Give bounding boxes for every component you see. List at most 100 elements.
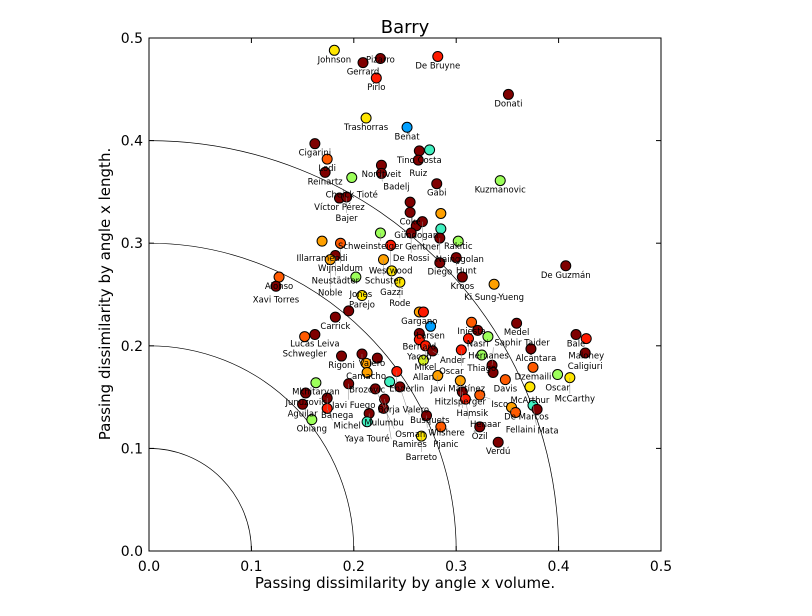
point-label: Mulumbu <box>364 419 404 429</box>
data-point <box>474 421 486 433</box>
reference-arc <box>148 448 252 552</box>
y-tick-label: 0.5 <box>121 31 143 47</box>
data-point <box>432 50 444 62</box>
data-point <box>371 352 383 364</box>
point-label: Ruiz <box>409 169 427 179</box>
data-point <box>424 144 436 156</box>
data-point <box>300 387 312 399</box>
point-label: Ander <box>440 356 466 366</box>
label-leader-line <box>375 388 395 429</box>
x-tick-label: 0.1 <box>240 559 262 575</box>
data-point <box>357 57 369 69</box>
data-point <box>472 324 484 336</box>
point-label: Barreto <box>406 453 437 463</box>
point-label: Gerrard <box>347 68 380 78</box>
data-point <box>417 354 429 366</box>
data-point <box>425 320 437 332</box>
point-label: Pizarro <box>366 56 395 66</box>
point-label: Neustädter <box>312 277 360 287</box>
point-label: Illarramendi <box>296 254 347 264</box>
point-label: Hamsik <box>457 409 489 419</box>
point-label: Víctor Pérez <box>314 202 365 213</box>
points-layer <box>270 44 592 448</box>
point-label: Pirlo <box>367 83 385 93</box>
point-label: Bale <box>567 340 586 350</box>
point-label: Schweinsteiger <box>338 242 403 252</box>
data-point <box>350 271 362 283</box>
point-label: Larsen <box>416 331 444 341</box>
point-label: Westwood <box>369 266 413 276</box>
label-leader-line <box>432 350 440 356</box>
data-point <box>309 329 321 341</box>
labels-layer: Johnson Gerrard Pizarro De Bruyne Pirlo Donat… <box>253 55 604 463</box>
data-point <box>374 53 386 65</box>
data-point <box>412 154 424 166</box>
y-tick-label: 0.4 <box>121 134 143 150</box>
point-label: Camacho <box>346 372 386 382</box>
data-point <box>417 306 429 318</box>
data-point <box>435 421 447 433</box>
point-label: Rakitic <box>444 242 473 252</box>
point-label: Schwegler <box>283 350 328 360</box>
point-label: Ki Sung-Yueng <box>464 293 524 303</box>
point-label: Yaya Touré <box>344 434 390 445</box>
point-label: Kuzmanovic <box>475 186 526 196</box>
point-label: Caligiuri <box>568 362 603 372</box>
data-point <box>488 278 500 290</box>
data-point <box>328 44 340 56</box>
data-point <box>343 305 355 317</box>
data-point <box>370 72 382 84</box>
data-point <box>413 145 425 157</box>
point-label: Javi Fuego <box>331 401 375 411</box>
point-label: De Guzmán <box>541 271 591 281</box>
point-label: Bernard <box>402 342 436 352</box>
point-label: Busquets <box>410 416 450 426</box>
point-label: Yacob <box>406 353 432 363</box>
point-label: Wilshere <box>428 429 465 439</box>
point-label: Badelj <box>383 182 409 192</box>
point-label: Schuster <box>365 277 403 287</box>
point-label: McCarthy <box>555 395 595 405</box>
plot-frame <box>148 37 662 552</box>
label-leader-line <box>479 394 491 400</box>
label-leader-line <box>465 399 470 420</box>
point-label: McArthur <box>510 396 549 406</box>
point-label: Gabi <box>427 189 447 199</box>
data-point <box>297 398 309 410</box>
point-label: Jones <box>348 290 372 300</box>
data-point <box>499 374 511 386</box>
point-label: Carrick <box>320 322 350 332</box>
point-label: Banega <box>321 411 353 421</box>
data-point <box>452 235 464 247</box>
plot-area: 0.00.0 0.1 0.1 0.2 0.2 0.3 0.3 0.4 0.4 0.5 0.5 John… <box>121 31 672 575</box>
data-point <box>482 331 494 343</box>
x-tick-label: 0.3 <box>445 559 467 575</box>
data-point <box>487 366 499 378</box>
point-label: Alonso <box>265 282 293 292</box>
point-label: Nasri <box>467 339 489 349</box>
point-label: Verdú <box>486 447 511 457</box>
point-label: Hernanes <box>468 352 509 362</box>
point-label: De Marcos <box>504 412 549 422</box>
label-leader-line <box>384 399 392 440</box>
point-label: Valero <box>359 359 385 369</box>
data-point <box>273 271 285 283</box>
point-label: Tino Costa <box>396 156 442 166</box>
point-label: Bajer <box>336 214 359 224</box>
data-point <box>560 260 572 272</box>
data-point <box>310 377 322 389</box>
point-label: Diego <box>427 268 452 278</box>
point-label: Michel <box>333 421 360 431</box>
point-label: Coke <box>400 217 421 227</box>
x-tick-label: 0.2 <box>343 559 365 575</box>
label-leader-line <box>491 347 494 366</box>
point-label: Alcântara <box>516 354 557 364</box>
point-label: Saphir Taider <box>494 338 550 348</box>
point-label: Iniesta <box>457 327 485 337</box>
point-label: Enderlin <box>389 384 424 394</box>
data-point <box>456 271 468 283</box>
data-point <box>404 196 416 208</box>
data-point <box>270 280 282 292</box>
leader-lines-layer <box>326 173 571 453</box>
